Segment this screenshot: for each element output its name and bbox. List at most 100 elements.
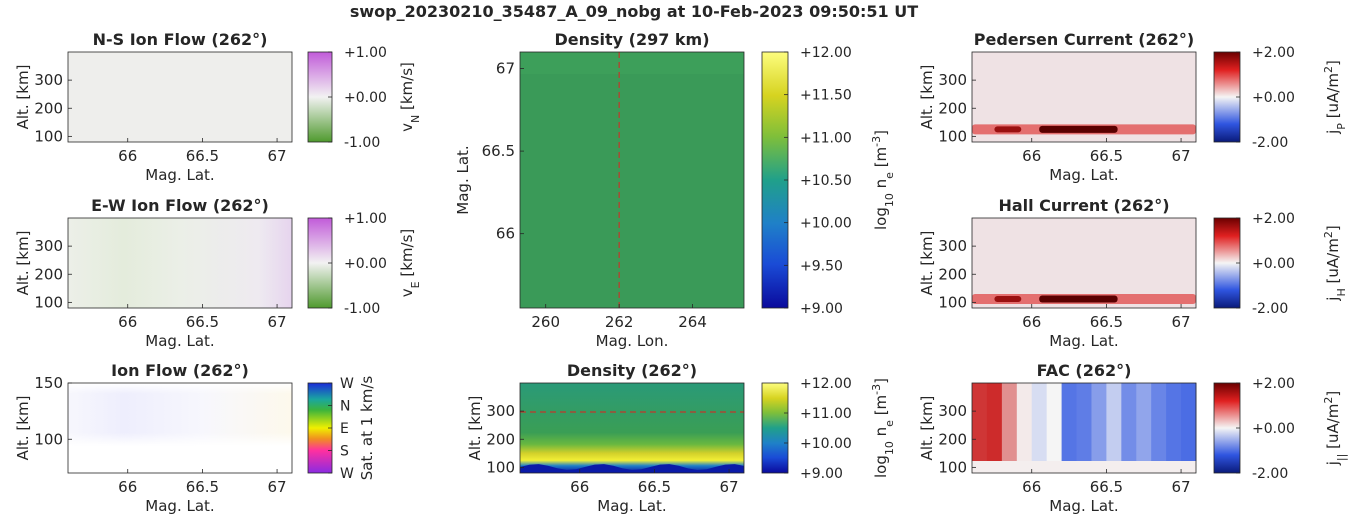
x-tick-label: 67: [1172, 313, 1191, 331]
colorbar-tick-label: +0.00: [344, 256, 387, 272]
fac-column: [1106, 383, 1122, 461]
colorbar-label: vN [km/s]: [398, 62, 422, 132]
colorbar-tick-label: -1.00: [344, 301, 380, 317]
plot-frame: [971, 51, 1197, 143]
fac-column: [1061, 383, 1078, 461]
fac-column: [1166, 383, 1182, 461]
colorbar-tick-label: +12.00: [800, 376, 852, 392]
panel-title: E-W Ion Flow (262°): [91, 196, 269, 215]
y-tick-label: 200: [938, 99, 967, 117]
y-tick-label: 66: [496, 225, 515, 243]
x-tick-label: 260: [531, 313, 560, 331]
x-tick-label: 66.5: [1090, 478, 1123, 496]
panel-title: Hall Current (262°): [998, 196, 1169, 215]
plot-frame: [971, 382, 1197, 474]
panel-title: Ion Flow (262°): [111, 361, 249, 380]
colorbar-tick-label: +9.50: [800, 258, 843, 274]
fac-column: [1046, 383, 1063, 461]
colorbar-tick-label: +0.00: [1252, 421, 1295, 437]
y-tick-label: 300: [34, 237, 63, 255]
plot-area: [68, 218, 292, 308]
colorbar-tick-label: -2.00: [1252, 301, 1288, 317]
fac-column: [972, 383, 988, 461]
colorbar-tick-label: +10.00: [800, 216, 852, 232]
y-axis-label: Alt. [km]: [14, 396, 32, 461]
y-tick-label: 100: [34, 127, 63, 145]
y-axis-label: Alt. [km]: [466, 396, 484, 461]
colorbar-tick-label: E: [340, 421, 349, 437]
x-tick-label: 262: [605, 313, 634, 331]
y-axis-label: Alt. [km]: [14, 65, 32, 130]
fac-base: [972, 461, 1196, 473]
x-tick-label: 66: [1022, 147, 1041, 165]
panel-density_map: Density (297 km) 260 262 264 66 66.5 67 Mag. Lo…: [454, 30, 896, 350]
fac-column: [1031, 383, 1048, 461]
fac-column: [1016, 383, 1033, 461]
panel-title: N-S Ion Flow (262°): [93, 30, 268, 49]
plot-area: [972, 218, 1196, 308]
plot-area: [520, 383, 744, 473]
colorbar-tick-label: +0.00: [1252, 90, 1295, 106]
colorbar: [761, 382, 789, 474]
colorbar-label: Sat. at 1 km/s: [358, 376, 376, 481]
colorbar: [1213, 217, 1241, 309]
panel-ns_flow: N-S Ion Flow (262°) 66 66.5 67 100 200 300 Mag.…: [14, 30, 422, 184]
x-tick-label: 264: [678, 313, 707, 331]
y-tick-label: 200: [938, 265, 967, 283]
panel-hall: Hall Current (262°) 66 66.5 67 100 200 300 Mag.…: [918, 196, 1348, 350]
density-bottomside: [520, 464, 744, 473]
y-tick-label: 300: [938, 237, 967, 255]
colorbar-tick-label: +1.00: [344, 45, 387, 61]
panel-ion_flow: Ion Flow (262°) 66 66.5 67 100 150 Mag. Lat. Al…: [14, 361, 376, 515]
x-axis-label: Mag. Lat.: [597, 497, 666, 515]
y-tick-label: 300: [486, 402, 515, 420]
x-axis-label: Mag. Lat.: [145, 166, 214, 184]
colorbar-tick-label: +2.00: [1252, 211, 1295, 227]
colorbar: [1213, 382, 1241, 474]
panel-fac: FAC (262°) 66 66.5 67 100 200 300 Mag. Lat. Alt.…: [918, 361, 1348, 515]
x-axis-label: Mag. Lat.: [1049, 166, 1118, 184]
colorbar-tick-label: +12.00: [800, 45, 852, 61]
colorbar-tick-label: +0.00: [344, 90, 387, 106]
panel-title: FAC (262°): [1037, 361, 1132, 380]
x-axis-label: Mag. Lon.: [596, 332, 669, 350]
x-tick-label: 67: [268, 147, 287, 165]
current-layer-peak: [1039, 295, 1118, 303]
plot-area: [520, 52, 744, 308]
plot-frame: [67, 51, 293, 143]
x-tick-label: 66.5: [186, 313, 219, 331]
current-layer-peak: [1039, 125, 1118, 133]
y-axis-label: Alt. [km]: [918, 231, 936, 296]
colorbar-tick-label: S: [340, 444, 349, 460]
plot-area: [68, 52, 292, 142]
colorbar-tick-label: +2.00: [1252, 376, 1295, 392]
fac-column: [1181, 383, 1197, 461]
x-tick-label: 66: [1022, 313, 1041, 331]
x-tick-label: 66.5: [1090, 147, 1123, 165]
x-tick-label: 66.5: [186, 478, 219, 496]
colorbar-label: j|| [uA/m2]: [1322, 391, 1348, 467]
y-tick-label: 300: [938, 71, 967, 89]
y-tick-label: 200: [34, 99, 63, 117]
colorbar-tick-label: +11.00: [800, 406, 852, 422]
x-tick-label: 67: [1172, 478, 1191, 496]
colorbar-tick-label: -2.00: [1252, 466, 1288, 482]
y-tick-label: 100: [938, 458, 967, 476]
colorbar-tick-label: W: [340, 466, 354, 482]
x-tick-label: 67: [1172, 147, 1191, 165]
colorbar-label: jP [uA/m2]: [1322, 60, 1348, 135]
panel-title: Density (297 km): [554, 30, 709, 49]
plot-frame: [519, 382, 745, 474]
colorbar-tick-label: +9.00: [800, 466, 843, 482]
x-axis-label: Mag. Lat.: [145, 332, 214, 350]
x-tick-label: 67: [720, 478, 739, 496]
y-tick-label: 100: [34, 430, 63, 448]
x-axis-label: Mag. Lat.: [1049, 497, 1118, 515]
y-axis-label: Mag. Lat.: [454, 145, 472, 214]
x-tick-label: 66.5: [638, 478, 671, 496]
flow-fade: [68, 383, 292, 473]
colorbar-label: vE [km/s]: [398, 229, 422, 297]
colorbar-label: jH [uA/m2]: [1322, 225, 1348, 301]
plot-frame: [519, 51, 745, 309]
